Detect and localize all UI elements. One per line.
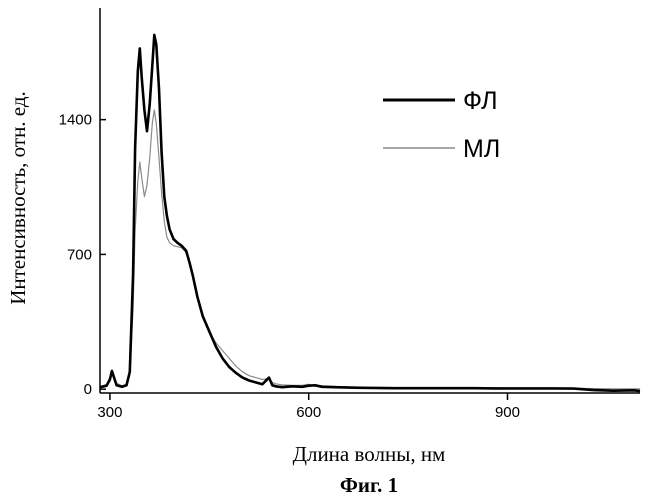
y-tick-label: 1400: [59, 112, 92, 129]
plot-area: 0 700 1400 300 600 900: [59, 8, 640, 421]
legend: ФЛ МЛ: [383, 87, 500, 163]
x-tick-label: 900: [495, 404, 520, 421]
figure-caption: Фиг. 1: [340, 473, 398, 497]
y-tick-label: 0: [84, 381, 92, 398]
x-axis-title: Длина волны, нм: [293, 442, 446, 466]
y-axis-ticks: 0 700 1400: [59, 112, 106, 399]
x-axis-ticks: 300 600 900: [97, 393, 520, 421]
series-layer: [100, 35, 640, 391]
y-tick-label: 700: [67, 246, 92, 263]
series-line-fl: [100, 35, 640, 391]
series-line-ml: [100, 110, 640, 389]
legend-label-ml: МЛ: [463, 135, 500, 163]
y-axis-title: Интенсивность, отн. ед.: [6, 91, 30, 305]
legend-label-fl: ФЛ: [463, 87, 498, 115]
x-tick-label: 600: [296, 404, 321, 421]
x-tick-label: 300: [97, 404, 122, 421]
